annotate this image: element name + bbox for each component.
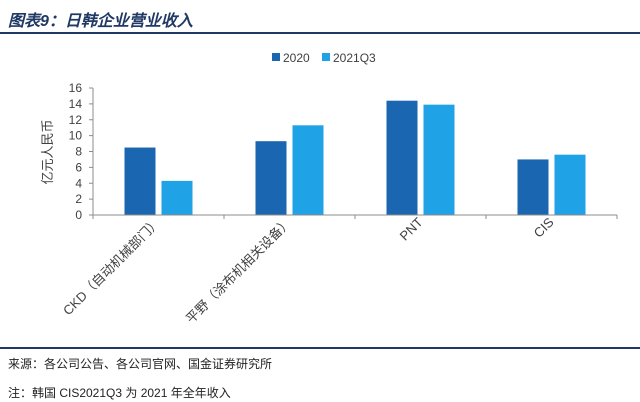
y-tick-label: 10 — [69, 129, 83, 143]
source-text: 来源：各公司公告、各公司官网、国金证券研究所 — [8, 357, 273, 371]
bars — [124, 100, 586, 215]
y-tick-label: 0 — [75, 208, 82, 222]
category-label: CKD（自动机械部门） — [60, 215, 164, 319]
y-tick-label: 2 — [75, 192, 82, 206]
footer-divider — [0, 347, 640, 349]
bar-2020-0 — [124, 147, 156, 215]
bar-2021Q3-1 — [292, 125, 324, 215]
y-tick-label: 14 — [69, 97, 83, 111]
figure-title: 图表9：日韩企业营业收入 — [8, 13, 193, 30]
category-label: CIS — [531, 214, 557, 240]
bar-2021Q3-0 — [161, 180, 193, 215]
bar-2020-3 — [517, 159, 549, 215]
axes: 0 2 4 68 10 12 14 16 — [69, 81, 618, 222]
bar-2020-2 — [386, 100, 418, 215]
y-tick-label: 8 — [75, 145, 82, 159]
legend: 2020 2021Q3 — [272, 51, 376, 65]
y-tick-label: 12 — [69, 113, 83, 127]
y-tick-label: 16 — [69, 81, 83, 95]
title-divider — [0, 32, 640, 34]
bar-2021Q3-3 — [554, 154, 586, 215]
legend-label: 2020 — [283, 51, 310, 65]
note-text: 注：韩国 CIS2021Q3 为 2021 年全年收入 — [8, 386, 231, 400]
bar-2021Q3-2 — [423, 104, 455, 215]
category-label: 平野（涂布机相关设备） — [183, 215, 295, 327]
legend-label: 2021Q3 — [333, 51, 376, 65]
y-axis-label: 亿元人民币 — [40, 119, 55, 184]
legend-swatch-2020 — [272, 53, 280, 61]
y-tick-label: 6 — [75, 160, 82, 174]
category-label: PNT — [397, 214, 426, 243]
bar-2020-1 — [255, 141, 287, 215]
y-tick-label: 4 — [75, 176, 82, 190]
legend-swatch-2021Q3 — [322, 53, 330, 61]
